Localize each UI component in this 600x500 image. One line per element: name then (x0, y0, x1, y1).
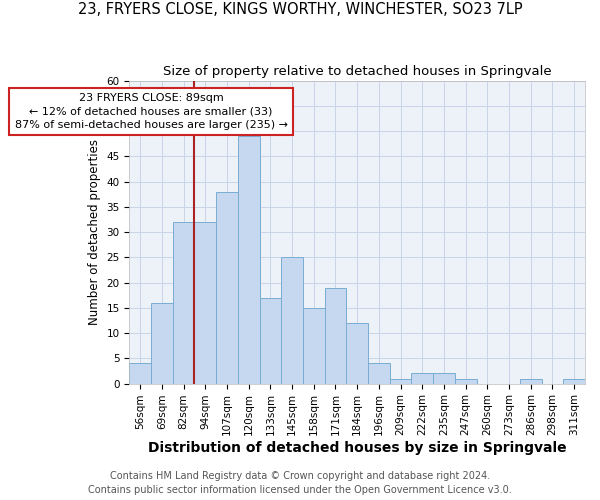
Bar (325, 288, 346, 384)
Bar (433, 374, 455, 384)
Bar (412, 374, 433, 384)
Bar (346, 323, 368, 384)
Title: Size of property relative to detached houses in Springvale: Size of property relative to detached ho… (163, 65, 551, 78)
Bar (520, 378, 542, 384)
Text: 23 FRYERS CLOSE: 89sqm
← 12% of detached houses are smaller (33)
87% of semi-det: 23 FRYERS CLOSE: 89sqm ← 12% of detached… (14, 93, 287, 130)
Bar (303, 308, 325, 384)
Bar (194, 222, 216, 384)
Y-axis label: Number of detached properties: Number of detached properties (88, 139, 101, 325)
Bar (260, 298, 281, 384)
Bar (151, 303, 173, 384)
Bar (563, 378, 585, 384)
Bar (130, 364, 151, 384)
Bar (238, 136, 260, 384)
Text: Contains HM Land Registry data © Crown copyright and database right 2024.
Contai: Contains HM Land Registry data © Crown c… (88, 471, 512, 495)
Bar (368, 364, 390, 384)
Bar (173, 222, 194, 384)
Bar (216, 192, 238, 384)
X-axis label: Distribution of detached houses by size in Springvale: Distribution of detached houses by size … (148, 441, 566, 455)
Text: 23, FRYERS CLOSE, KINGS WORTHY, WINCHESTER, SO23 7LP: 23, FRYERS CLOSE, KINGS WORTHY, WINCHEST… (77, 2, 523, 18)
Bar (390, 378, 412, 384)
Bar (455, 378, 476, 384)
Bar (281, 258, 303, 384)
